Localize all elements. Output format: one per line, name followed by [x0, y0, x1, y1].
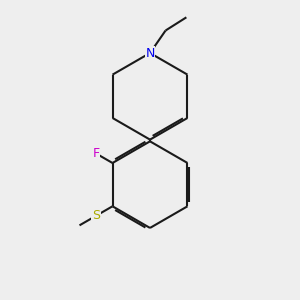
Text: S: S — [92, 209, 100, 222]
Text: F: F — [92, 147, 100, 160]
Text: N: N — [145, 46, 155, 59]
